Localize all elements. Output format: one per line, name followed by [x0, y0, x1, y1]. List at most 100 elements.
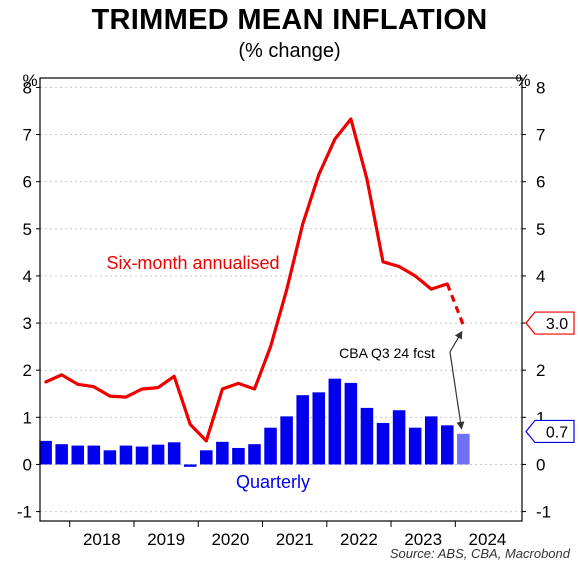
six-month-point — [156, 386, 160, 390]
six-month-point — [124, 395, 128, 399]
quarterly-bar — [344, 382, 358, 465]
quarterly-bar — [441, 425, 454, 465]
chart-title: TRIMMED MEAN INFLATION — [91, 4, 488, 36]
quarterly-bar — [71, 445, 85, 465]
six-month-point — [204, 439, 208, 443]
y-unit-right: % — [515, 71, 530, 90]
annotations: Six-month annualised Quarterly CBA Q3 24 f… — [106, 253, 575, 492]
six-month-point — [92, 385, 96, 389]
y-tick-label-left: 4 — [23, 267, 32, 286]
six-month-point — [253, 387, 256, 391]
quarterly-bars — [39, 378, 470, 467]
axis-ticks: -1-1001122334455667788%%2018201920202021… — [17, 71, 551, 549]
six-month-point — [317, 173, 321, 177]
y-tick-label-left: 2 — [23, 361, 32, 380]
y-tick-label-left: 1 — [23, 408, 32, 427]
end-value-six-month: 3.0 — [546, 316, 568, 333]
six-month-point — [397, 265, 401, 268]
y-tick-label-left: 7 — [23, 126, 32, 145]
six-month-point — [140, 387, 144, 391]
source-note: Source: ABS, CBA, Macrobond — [390, 546, 571, 561]
six-month-point — [429, 287, 433, 291]
end-value-quarterly: 0.7 — [546, 424, 568, 441]
quarterly-bar — [360, 407, 374, 465]
six-month-point — [220, 387, 224, 391]
y-tick-label-left: 8 — [23, 78, 32, 97]
quarterly-bar — [296, 395, 309, 465]
y-tick-label-right: 1 — [536, 408, 545, 427]
x-tick-label: 2019 — [147, 530, 185, 549]
quarterly-bar — [55, 444, 68, 465]
six-month-point — [269, 345, 272, 349]
six-month-point — [108, 394, 112, 398]
quarterly-bar — [264, 427, 277, 465]
six-month-point — [413, 274, 417, 278]
six-month-point — [60, 373, 64, 377]
quarterly-bar — [119, 445, 133, 465]
quarterly-bar — [424, 416, 438, 465]
six-month-point — [76, 382, 80, 386]
y-tick-label-left: 0 — [23, 455, 32, 474]
chart-subtitle: (% change) — [238, 40, 341, 62]
x-tick-label: 2021 — [276, 530, 314, 549]
y-tick-label-right: 6 — [536, 173, 545, 192]
quarterly-bar — [408, 427, 422, 465]
quarterly-bar — [135, 446, 149, 465]
six-month-point — [365, 177, 369, 181]
six-month-line — [44, 117, 465, 443]
quarterly-bar — [392, 410, 406, 465]
x-tick-label: 2022 — [340, 530, 378, 549]
forecast-annotation: CBA Q3 24 fcst — [339, 345, 435, 361]
y-tick-label-right: 4 — [536, 267, 545, 286]
six-month-point — [301, 222, 305, 226]
y-unit-left: % — [22, 71, 37, 90]
six-month-point — [349, 117, 353, 121]
six-month-point — [44, 380, 48, 384]
forecast-arrow-line — [449, 330, 463, 353]
y-tick-label-right: -1 — [536, 503, 551, 522]
gridlines — [40, 86, 522, 513]
y-tick-label-right: 7 — [536, 126, 545, 145]
y-tick-label-right: 2 — [536, 361, 545, 380]
y-tick-label-left: 5 — [23, 220, 32, 239]
quarterly-bar — [216, 441, 229, 465]
six-month-point — [285, 288, 289, 292]
y-tick-label-left: 6 — [23, 173, 32, 192]
six-month-point — [333, 137, 337, 141]
six-month-point — [172, 374, 176, 378]
series-label-quarterly: Quarterly — [236, 472, 310, 492]
plot-frame — [39, 77, 523, 522]
y-tick-label-right: 0 — [536, 455, 545, 474]
quarterly-bar — [103, 450, 117, 465]
six-month-point — [381, 260, 385, 264]
quarterly-bar — [200, 450, 213, 465]
quarterly-bar — [183, 464, 197, 467]
quarterly-forecast-bar — [457, 433, 470, 465]
six-month-annualised-line — [44, 117, 448, 443]
forecast-arrow-bar — [449, 351, 465, 430]
quarterly-bar — [280, 416, 293, 465]
six-month-annualised-forecast-line — [445, 283, 465, 326]
x-tick-label: 2023 — [404, 530, 442, 549]
y-tick-label-left: 3 — [23, 314, 32, 333]
end-tag-six-month — [525, 311, 575, 335]
x-tick-label: 2018 — [83, 530, 121, 549]
quarterly-bar — [232, 447, 245, 465]
x-tick-label: 2024 — [469, 530, 507, 549]
six-month-point — [237, 381, 240, 385]
quarterly-bar — [376, 422, 390, 465]
x-tick-label: 2020 — [211, 530, 249, 549]
quarterly-bar — [87, 445, 101, 465]
quarterly-bar — [39, 440, 52, 465]
six-month-point — [445, 282, 449, 286]
quarterly-bar — [248, 444, 261, 465]
y-tick-label-right: 5 — [536, 220, 545, 239]
plot-border — [39, 77, 523, 522]
y-tick-label-right: 8 — [536, 78, 545, 97]
y-tick-label-left: -1 — [17, 503, 32, 522]
series-label-six-month: Six-month annualised — [106, 253, 279, 273]
quarterly-bar — [151, 444, 165, 465]
quarterly-bar — [167, 442, 181, 465]
end-tag-quarterly — [525, 419, 575, 444]
